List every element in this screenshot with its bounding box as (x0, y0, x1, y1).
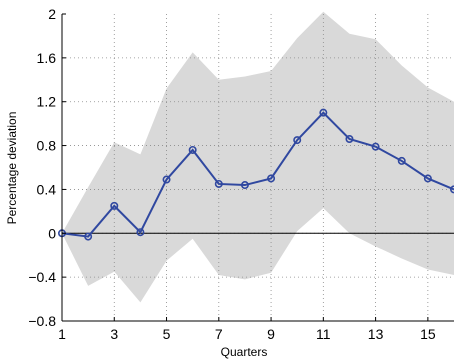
y-tick-label: −0.4 (28, 269, 56, 285)
x-tick-label: 7 (215, 326, 223, 342)
y-axis-title: Percentage deviation (5, 112, 19, 225)
x-tick-label: 11 (316, 326, 331, 342)
x-tick-label: 9 (267, 326, 275, 342)
data-point (397, 156, 406, 165)
data-point (214, 179, 223, 188)
y-tick-label: 1.2 (37, 94, 57, 110)
confidence-band (62, 11, 454, 303)
data-point (371, 142, 380, 151)
data-point (84, 232, 93, 241)
y-tick-label: 0.8 (37, 138, 57, 154)
data-point (188, 145, 197, 154)
data-point (293, 136, 302, 145)
data-point (345, 134, 354, 143)
x-tick-label: 5 (163, 326, 171, 342)
tick-label-layer: 1 3 5 7 9 11 13 15−0.8−0.400.40.81.21.62 (28, 6, 436, 342)
y-tick-label: 1.6 (37, 50, 57, 66)
series-layer (57, 108, 454, 241)
confidence-band-layer (62, 11, 454, 303)
y-tick-label: −0.8 (28, 313, 56, 329)
y-tick-label: 2 (48, 6, 56, 22)
data-point (267, 174, 276, 183)
data-point (423, 174, 432, 183)
x-tick-label: 15 (420, 326, 436, 342)
axes-layer (61, 13, 454, 322)
x-tick-label: 13 (368, 326, 384, 342)
y-tick-label: 0.4 (37, 181, 57, 197)
series-line (61, 111, 454, 238)
y-tick-label: 0 (48, 225, 56, 241)
x-tick-label: 1 (58, 326, 66, 342)
x-tick-label: 3 (110, 326, 118, 342)
data-point (319, 108, 328, 117)
data-point (110, 201, 119, 210)
data-point (240, 181, 249, 190)
data-point (162, 175, 171, 184)
data-point (136, 228, 145, 237)
x-axis-title: Quarters (221, 345, 268, 359)
